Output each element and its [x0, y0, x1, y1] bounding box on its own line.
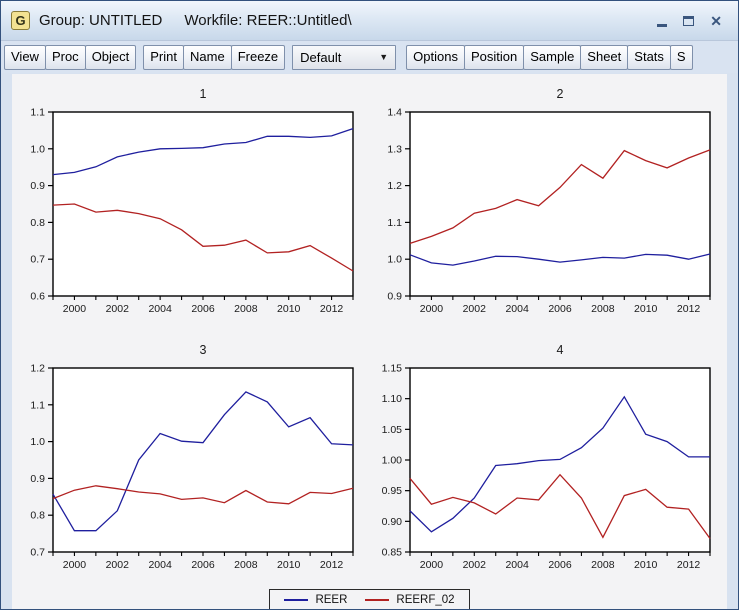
svg-text:2006: 2006	[191, 559, 215, 571]
svg-text:1.2: 1.2	[30, 363, 45, 375]
graph-canvas: 1 0.6 0.7 0.8 0.9 1.0 1.1 2000 2002 2004 2006 2008 2…	[12, 74, 727, 609]
sample-button[interactable]: Sample	[523, 44, 582, 70]
svg-text:0.95: 0.95	[382, 485, 403, 497]
svg-text:1.05: 1.05	[382, 424, 403, 436]
graph-view-dropdown-value: Default	[300, 49, 342, 65]
svg-text:2010: 2010	[277, 559, 301, 571]
blue-line-swatch	[284, 599, 309, 601]
svg-text:2012: 2012	[677, 303, 701, 315]
svg-text:2002: 2002	[105, 559, 129, 571]
spec-button-clipped[interactable]: S	[669, 44, 693, 70]
position-button[interactable]: Position	[463, 44, 525, 70]
svg-text:0.9: 0.9	[30, 180, 45, 192]
svg-text:2010: 2010	[634, 303, 658, 315]
svg-text:2010: 2010	[634, 559, 658, 571]
svg-text:0.6: 0.6	[30, 291, 45, 303]
svg-text:2004: 2004	[148, 303, 172, 315]
svg-text:1.2: 1.2	[388, 180, 403, 192]
svg-text:1.1: 1.1	[30, 107, 45, 119]
svg-text:0.9: 0.9	[388, 291, 403, 303]
svg-text:1: 1	[199, 87, 206, 101]
svg-text:1.0: 1.0	[30, 436, 45, 448]
line-chart-3: 3 0.7 0.8 0.9 1.0 1.1 1.2 2000 2002 2004 2006 2008 2…	[13, 338, 369, 584]
svg-text:0.90: 0.90	[382, 516, 403, 528]
multi-graph-grid: 1 0.6 0.7 0.8 0.9 1.0 1.1 2000 2002 2004 2006 2008 2…	[12, 74, 727, 584]
name-button[interactable]: Name	[183, 44, 232, 70]
titlebar: G Group: UNTITLED Workfile: REER::Untitl…	[1, 1, 738, 40]
svg-text:0.7: 0.7	[30, 547, 45, 559]
svg-text:2012: 2012	[320, 559, 344, 571]
svg-text:1.0: 1.0	[30, 143, 45, 155]
svg-text:2006: 2006	[549, 303, 573, 315]
svg-text:2002: 2002	[105, 303, 129, 315]
svg-text:2008: 2008	[234, 559, 258, 571]
view-button[interactable]: View	[4, 44, 46, 70]
legend-label: REER	[315, 594, 348, 606]
window-controls: ✕	[657, 14, 728, 28]
svg-text:2000: 2000	[420, 303, 444, 315]
svg-text:2010: 2010	[277, 303, 301, 315]
line-chart-4: 4 0.85 0.90 0.95 1.00 1.05 1.10 1.15 2000 2002 200…	[370, 338, 726, 584]
svg-text:2004: 2004	[506, 303, 530, 315]
svg-text:2000: 2000	[62, 559, 86, 571]
chart-legend: REER REERF_02	[269, 589, 470, 609]
line-chart-2: 2 0.9 1.0 1.1 1.2 1.3 1.4 2000 2002 2004 2006 2008 2…	[370, 82, 726, 328]
svg-text:3: 3	[199, 343, 206, 357]
chart-panel-4: 4 0.85 0.90 0.95 1.00 1.05 1.10 1.15 2000 2002 200…	[370, 338, 726, 584]
svg-text:2012: 2012	[320, 303, 344, 315]
svg-text:1.15: 1.15	[382, 363, 403, 375]
window-title-workfile: Workfile: REER::Untitled\	[184, 12, 352, 29]
group-object-icon: G	[11, 11, 30, 30]
graph-view-dropdown[interactable]: Default ▼	[292, 44, 397, 70]
sheet-button[interactable]: Sheet	[580, 44, 629, 70]
svg-text:4: 4	[557, 343, 564, 357]
red-line-swatch	[365, 599, 390, 601]
options-button[interactable]: Options	[406, 44, 465, 70]
chevron-down-icon: ▼	[379, 52, 389, 62]
svg-text:1.10: 1.10	[382, 393, 403, 405]
svg-text:2004: 2004	[148, 559, 172, 571]
freeze-button[interactable]: Freeze	[230, 44, 286, 70]
chart-panel-2: 2 0.9 1.0 1.1 1.2 1.3 1.4 2000 2002 2004 2006 2008 2…	[370, 82, 726, 328]
svg-text:1.00: 1.00	[382, 455, 403, 467]
svg-text:2004: 2004	[506, 559, 530, 571]
svg-text:2008: 2008	[234, 303, 258, 315]
chart-panel-3: 3 0.7 0.8 0.9 1.0 1.1 1.2 2000 2002 2004 2006 2008 2…	[13, 338, 369, 584]
svg-text:2012: 2012	[677, 559, 701, 571]
maximize-icon[interactable]	[683, 15, 695, 26]
svg-text:2000: 2000	[420, 559, 444, 571]
svg-text:1.4: 1.4	[388, 107, 403, 119]
object-button[interactable]: Object	[84, 44, 137, 70]
toolbar: View Proc Object Print Name Freeze Defau…	[1, 40, 738, 73]
stats-button[interactable]: Stats	[627, 44, 671, 70]
svg-text:2006: 2006	[191, 303, 215, 315]
proc-button[interactable]: Proc	[44, 44, 86, 70]
svg-text:1.3: 1.3	[388, 143, 403, 155]
print-button[interactable]: Print	[143, 44, 184, 70]
svg-text:0.7: 0.7	[30, 254, 45, 266]
legend-item-reerf02: REERF_02	[365, 594, 455, 606]
svg-text:1.1: 1.1	[30, 399, 45, 411]
svg-text:0.8: 0.8	[30, 217, 45, 229]
line-chart-1: 1 0.6 0.7 0.8 0.9 1.0 1.1 2000 2002 2004 2006 2008 2…	[13, 82, 369, 328]
svg-text:2008: 2008	[591, 559, 615, 571]
svg-text:2002: 2002	[463, 559, 487, 571]
svg-text:2002: 2002	[463, 303, 487, 315]
svg-text:1.0: 1.0	[388, 254, 403, 266]
legend-label: REERF_02	[396, 594, 455, 606]
chart-panel-1: 1 0.6 0.7 0.8 0.9 1.0 1.1 2000 2002 2004 2006 2008 2…	[13, 82, 369, 328]
svg-text:2: 2	[557, 87, 564, 101]
legend-item-reer: REER	[284, 594, 347, 606]
svg-text:1.1: 1.1	[388, 217, 403, 229]
svg-text:2006: 2006	[549, 559, 573, 571]
svg-text:2000: 2000	[62, 303, 86, 315]
svg-text:0.8: 0.8	[30, 510, 45, 522]
close-icon[interactable]: ✕	[710, 12, 722, 29]
minimize-icon[interactable]	[657, 23, 668, 27]
window-title-group: Group: UNTITLED	[39, 12, 163, 29]
svg-text:0.85: 0.85	[382, 547, 403, 559]
svg-text:2008: 2008	[591, 303, 615, 315]
svg-text:0.9: 0.9	[30, 473, 45, 485]
